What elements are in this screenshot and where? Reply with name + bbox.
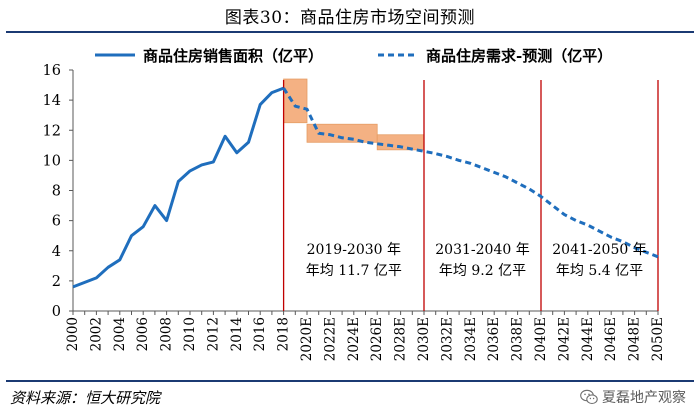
y-tick-label: 0: [52, 304, 61, 320]
figure-title: 图表30：商品住房市场空间预测: [224, 7, 476, 28]
x-tick-label: 2048E: [627, 317, 643, 361]
period-annotation-1-average: 年均 11.7 亿平: [306, 263, 402, 279]
x-tick-label: 2026E: [369, 317, 385, 361]
y-tick-label: 8: [52, 184, 61, 200]
x-tick-label: 2004: [112, 317, 128, 351]
period-annotation-3-average: 年均 5.4 亿平: [556, 263, 643, 279]
x-tick-label: 2014: [229, 317, 245, 351]
x-tick-label: 2010: [182, 317, 198, 351]
watermark-text: 夏磊地产观察: [602, 390, 686, 406]
period-annotation-3-range: 2041-2050 年: [552, 242, 646, 258]
x-tick-label: 2038E: [510, 317, 526, 361]
forecast-range-band-1: [283, 78, 308, 124]
period-annotation-2-average: 年均 9.2 亿平: [439, 263, 526, 279]
x-tick-label: 2032E: [439, 317, 455, 361]
legend-sales-area-label: 商品住房销售面积（亿平）: [143, 47, 323, 65]
y-tick-label: 6: [52, 214, 61, 230]
x-tick-label: 2046E: [603, 317, 619, 361]
x-tick-label: 2002: [88, 317, 104, 351]
watermark: 夏磊地产观察: [580, 386, 686, 408]
x-tick-label: 2020E: [299, 317, 315, 361]
x-tick-label: 2028E: [393, 317, 409, 361]
legend-demand-forecast-label: 商品住房需求-预测（亿平）: [426, 47, 612, 65]
x-tick-label: 2030E: [416, 317, 432, 361]
x-tick-label: 2024E: [346, 317, 362, 361]
sales-area-line: [72, 86, 285, 289]
x-tick-label: 2016: [252, 317, 268, 351]
period-annotation-1-range: 2019-2030 年: [307, 242, 401, 258]
x-tick-label: 2034E: [463, 317, 479, 361]
demand-forecast-line: [282, 87, 659, 259]
forecast-range-band-2: [306, 123, 378, 143]
x-tick-label: 2040E: [533, 317, 549, 361]
x-tick-label: 2036E: [486, 317, 502, 361]
y-tick-label: 2: [52, 274, 61, 290]
x-tick-label: 2008: [159, 317, 175, 351]
y-tick-label: 16: [43, 63, 61, 79]
x-tick-label: 2000: [65, 317, 81, 351]
source-note: 资料来源：恒大研究院: [10, 389, 161, 407]
wechat-icon: [580, 389, 598, 405]
x-tick-label: 2006: [135, 317, 151, 351]
plot-area: 0 2 4 6 8 10 12 14 16 2000 2002 2004 2006 2008 2010 201…: [43, 47, 666, 361]
y-tick-label: 4: [52, 244, 61, 260]
x-tick-label: 2042E: [556, 317, 572, 361]
y-tick-label: 14: [43, 93, 61, 109]
period-annotation-2-range: 2031-2040 年: [435, 242, 529, 258]
x-tick-label: 2022E: [322, 317, 338, 361]
bottom-rule: [6, 380, 694, 382]
x-tick-label: 2018: [276, 317, 292, 351]
top-rule: [6, 31, 694, 33]
housing-forecast-chart: 0 2 4 6 8 10 12 14 16 2000 2002 2004 2006 2008 2010 201…: [43, 47, 666, 361]
y-tick-label: 10: [43, 153, 61, 169]
y-tick-label: 12: [43, 123, 61, 139]
x-tick-label: 2012: [205, 317, 221, 351]
x-tick-label: 2050E: [650, 317, 666, 361]
x-tick-label: 2044E: [580, 317, 596, 361]
